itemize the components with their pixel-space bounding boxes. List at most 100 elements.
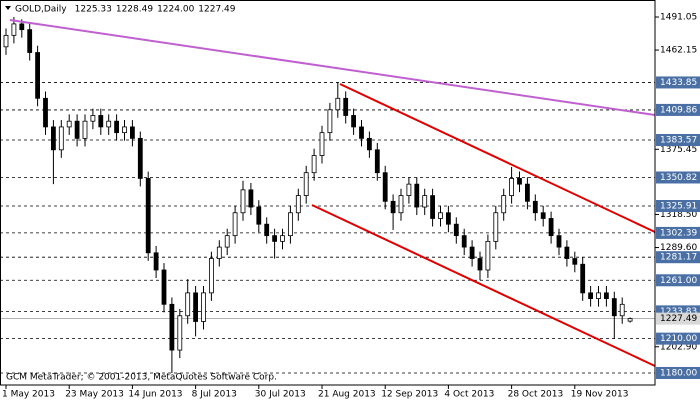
candle-body bbox=[122, 126, 127, 134]
level-label: 1281.17 bbox=[660, 253, 697, 263]
x-tick-label: 14 Jun 2013 bbox=[128, 390, 182, 400]
candle-body bbox=[619, 303, 625, 317]
candle-body bbox=[343, 97, 349, 116]
candle-body bbox=[564, 246, 570, 259]
candle-body bbox=[319, 132, 325, 156]
y-tick-label: 1375.45 bbox=[660, 145, 697, 155]
candle-body bbox=[311, 155, 317, 174]
x-tick-label: 23 May 2013 bbox=[65, 390, 124, 400]
candle-body bbox=[248, 189, 254, 208]
candle-body bbox=[280, 235, 285, 242]
candle-body bbox=[398, 195, 404, 214]
x-tick-label: 19 Nov 2013 bbox=[571, 390, 629, 400]
candle-body bbox=[627, 318, 633, 322]
menu-arrow bbox=[5, 6, 11, 10]
candle-body bbox=[604, 292, 609, 299]
candle-body bbox=[572, 258, 578, 265]
plot-frame bbox=[0, 0, 656, 386]
chart-title: GOLD,Daily bbox=[15, 5, 67, 15]
candle-body bbox=[11, 23, 17, 36]
candle-body bbox=[382, 172, 388, 202]
x-tick-label: 28 Oct 2013 bbox=[508, 390, 564, 400]
y-tick-label: 1202.90 bbox=[660, 342, 697, 352]
candle-body bbox=[438, 212, 443, 219]
candle-body bbox=[193, 292, 199, 322]
candle-body bbox=[390, 200, 396, 214]
level-label-box bbox=[656, 366, 700, 379]
candle-body bbox=[351, 115, 357, 128]
candle-body bbox=[98, 115, 104, 128]
candle-body bbox=[35, 52, 40, 99]
level-label-box bbox=[656, 332, 700, 345]
candle-body bbox=[445, 212, 451, 225]
current-price-label: 1227.49 bbox=[660, 314, 697, 324]
x-tick-label: 1 May 2013 bbox=[2, 390, 55, 400]
level-label-box bbox=[656, 103, 700, 116]
candle-body bbox=[240, 189, 246, 214]
candle-body bbox=[216, 246, 222, 259]
level-label: 1233.83 bbox=[660, 307, 697, 317]
candle-body bbox=[525, 183, 530, 202]
level-label: 1409.86 bbox=[660, 105, 697, 115]
candle-body bbox=[374, 149, 380, 174]
candle-body bbox=[177, 315, 183, 351]
candle-body bbox=[414, 183, 420, 208]
x-tick-label: 21 Aug 2013 bbox=[318, 390, 376, 400]
candle-body bbox=[90, 115, 96, 122]
header-value: 1224.00 bbox=[157, 5, 194, 15]
candle-body bbox=[335, 97, 341, 111]
candle-body bbox=[287, 212, 293, 237]
candle-body bbox=[588, 292, 593, 299]
candle-body bbox=[295, 195, 301, 214]
candles bbox=[3, 17, 633, 373]
candle-body bbox=[366, 137, 372, 151]
candle-body bbox=[493, 212, 499, 242]
current-price-box bbox=[656, 312, 700, 325]
header-value: 1228.49 bbox=[116, 5, 153, 15]
candle-body bbox=[556, 235, 562, 248]
candle-body bbox=[137, 137, 143, 179]
candle-body bbox=[517, 178, 522, 185]
candle-body bbox=[477, 258, 483, 271]
candle-body bbox=[272, 235, 278, 242]
level-label: 1350.82 bbox=[660, 173, 697, 183]
candle-body bbox=[611, 298, 617, 317]
candle-body bbox=[501, 195, 507, 214]
x-tick-label: 8 Jul 2013 bbox=[192, 390, 237, 400]
candle-body bbox=[129, 126, 135, 139]
candle-body bbox=[224, 235, 230, 248]
channel-upper bbox=[339, 83, 656, 233]
level-label-box bbox=[656, 251, 700, 264]
candle-body bbox=[185, 292, 191, 317]
candle-body bbox=[43, 97, 48, 128]
level-label: 1433.85 bbox=[660, 78, 697, 88]
level-label: 1180.00 bbox=[660, 368, 697, 378]
candle-body bbox=[74, 120, 80, 139]
candle-body bbox=[540, 212, 546, 219]
candle-body bbox=[106, 120, 112, 128]
candle-body bbox=[461, 235, 467, 248]
y-tick-label: 1462.15 bbox=[660, 46, 697, 56]
candle-body bbox=[208, 258, 214, 294]
level-label-box bbox=[656, 274, 700, 287]
x-tick-label: 4 Oct 2013 bbox=[444, 390, 494, 400]
candle-body bbox=[66, 120, 72, 128]
level-label-box bbox=[656, 226, 700, 239]
candle-body bbox=[51, 126, 56, 151]
trend-line bbox=[9, 19, 656, 116]
candle-body bbox=[3, 34, 9, 48]
candle-body bbox=[264, 223, 270, 237]
level-label: 1383.57 bbox=[660, 136, 697, 146]
header-value: 1225.33 bbox=[75, 5, 112, 15]
y-tick-label: 1491.05 bbox=[660, 12, 697, 22]
candle-body bbox=[453, 223, 459, 237]
candle-body bbox=[161, 269, 167, 305]
levels bbox=[0, 82, 655, 374]
level-label: 1302.39 bbox=[660, 228, 697, 238]
channel-lower bbox=[311, 204, 656, 367]
candle-body bbox=[469, 246, 475, 259]
level-label: 1325.91 bbox=[660, 201, 697, 211]
candle-body bbox=[485, 240, 491, 271]
